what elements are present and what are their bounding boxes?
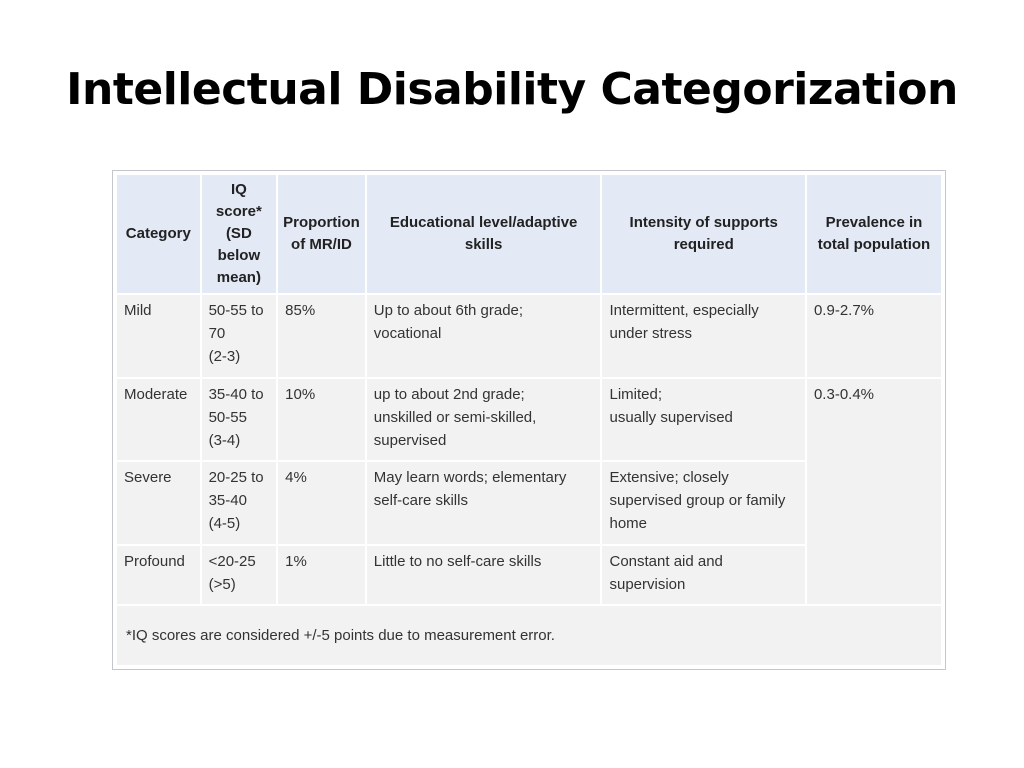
header-proportion: Proportion of MR/ID: [278, 175, 365, 293]
cell-proportion: 4%: [278, 462, 365, 544]
header-category: Category: [117, 175, 200, 293]
table-row-severe: Severe 20-25 to 35-40 (4-5) 4% May learn…: [117, 462, 941, 544]
header-prevalence: Prevalence in total population: [806, 175, 941, 293]
cell-supports: Intermittent, especially under stress: [602, 295, 805, 377]
slide-title: Intellectual Disability Categorization: [66, 64, 958, 115]
cell-category: Profound: [117, 545, 200, 604]
table-row-moderate: Moderate 35-40 to 50-55 (3-4) 10% up to …: [117, 378, 941, 604]
cell-proportion: 10%: [278, 378, 365, 461]
header-intensity-of-supports: Intensity of supports required: [602, 175, 805, 293]
cell-iq-score: 35-40 to 50-55 (3-4): [201, 378, 277, 461]
cell-supports: Constant aid and supervision: [602, 545, 805, 604]
header-educational-level: Educational level/adaptive skills: [366, 175, 601, 293]
cell-prevalence: 0.3-0.4%: [806, 378, 941, 604]
cell-educational: up to about 2nd grade; unskilled or semi…: [366, 378, 601, 461]
cell-educational: Up to about 6th grade; vocational: [366, 295, 601, 377]
header-row: Category IQ score* (SD below mean) Propo…: [117, 175, 941, 293]
cell-iq-score: 50-55 to 70 (2-3): [201, 295, 277, 377]
cell-proportion: 1%: [278, 545, 365, 604]
cell-category: Moderate: [117, 378, 200, 461]
table-row-profound: Profound <20-25 (>5) 1% Little to no sel…: [117, 545, 941, 604]
cell-proportion: 85%: [278, 295, 365, 377]
footnote-row: *IQ scores are considered +/-5 points du…: [117, 605, 941, 665]
footnote: *IQ scores are considered +/-5 points du…: [117, 605, 941, 665]
cell-iq-score: <20-25 (>5): [201, 545, 277, 604]
cell-supports: Limited; usually supervised: [602, 378, 805, 461]
cell-category: Mild: [117, 295, 200, 377]
cell-iq-score: 20-25 to 35-40 (4-5): [201, 462, 277, 544]
table-frame: Category IQ score* (SD below mean) Propo…: [112, 170, 946, 670]
table-row-mild: Mild 50-55 to 70 (2-3) 85% Up to about 6…: [117, 295, 941, 377]
cell-supports: Extensive; closely supervised group or f…: [602, 462, 805, 544]
cell-educational: May learn words; elementary self-care sk…: [366, 462, 601, 544]
cell-category: Severe: [117, 462, 200, 544]
header-iq-score: IQ score* (SD below mean): [201, 175, 277, 293]
categorization-table: Category IQ score* (SD below mean) Propo…: [115, 173, 943, 667]
cell-prevalence: 0.9-2.7%: [806, 295, 941, 377]
cell-educational: Little to no self-care skills: [366, 545, 601, 604]
